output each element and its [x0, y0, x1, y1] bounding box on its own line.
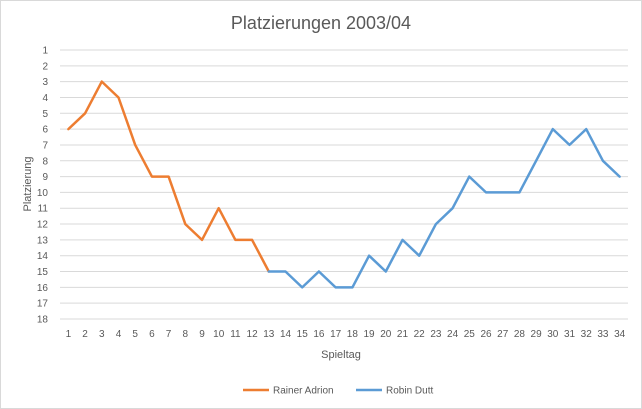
- x-tick-label: 7: [166, 329, 172, 340]
- chart-title: Platzierungen 2003/04: [231, 13, 411, 33]
- y-tick-label: 11: [38, 204, 49, 215]
- x-tick-label: 14: [280, 329, 292, 340]
- legend-label-rainer-adrion: Rainer Adrion: [273, 386, 334, 397]
- x-tick-label: 18: [347, 329, 359, 340]
- y-tick-label: 7: [42, 140, 48, 151]
- x-tick-label: 8: [183, 329, 189, 340]
- x-tick-label: 17: [330, 329, 342, 340]
- x-tick-label: 3: [99, 329, 105, 340]
- x-tick-label: 4: [116, 329, 122, 340]
- y-tick-label: 17: [37, 299, 49, 310]
- y-tick-label: 4: [42, 93, 48, 104]
- x-tick-label: 21: [397, 329, 409, 340]
- y-tick-label: 14: [37, 251, 49, 262]
- x-tick-label: 10: [213, 329, 225, 340]
- x-tick-label: 5: [132, 329, 138, 340]
- x-tick-label: 13: [263, 329, 275, 340]
- y-tick-label: 10: [37, 188, 49, 199]
- x-axis-label: Spieltag: [321, 349, 361, 361]
- y-tick-label: 9: [42, 172, 48, 183]
- x-tick-label: 31: [564, 329, 576, 340]
- series-line-robin-dutt: [267, 127, 621, 289]
- x-tick-label: 28: [514, 329, 526, 340]
- y-tick-label: 18: [37, 315, 49, 326]
- y-tick-label: 13: [37, 235, 49, 246]
- x-tick-label: 16: [313, 329, 325, 340]
- x-tick-label: 12: [247, 329, 259, 340]
- x-tick-label: 32: [581, 329, 593, 340]
- x-tick-label: 1: [66, 329, 72, 340]
- x-tick-label: 34: [614, 329, 626, 340]
- y-tick-label: 16: [37, 283, 49, 294]
- y-tick-label: 5: [42, 109, 48, 120]
- legend: Rainer Adrion Robin Dutt: [243, 386, 433, 397]
- x-tick-label: 24: [447, 329, 459, 340]
- x-tick-label: 6: [149, 329, 155, 340]
- series-line-rainer-adrion: [67, 80, 271, 273]
- x-tick-label: 33: [597, 329, 609, 340]
- x-tick-label: 19: [363, 329, 375, 340]
- x-tick-label: 25: [464, 329, 476, 340]
- y-tick-label: 15: [37, 267, 49, 278]
- x-tick-label: 27: [497, 329, 509, 340]
- legend-label-robin-dutt: Robin Dutt: [386, 386, 433, 397]
- x-axis-ticks: 1 2 3 4 5 6 7 8 9 10 11 12 13 14 15 16 17 18 19 20 21 22 23 24 2…: [66, 329, 626, 340]
- x-tick-label: 23: [430, 329, 442, 340]
- y-tick-label: 2: [42, 61, 48, 72]
- x-tick-label: 15: [297, 329, 309, 340]
- y-tick-label: 6: [42, 125, 48, 136]
- x-tick-label: 29: [531, 329, 543, 340]
- x-tick-label: 22: [414, 329, 426, 340]
- gridlines: [60, 49, 628, 320]
- y-tick-label: 3: [42, 77, 48, 88]
- y-axis-label: Platzierung: [22, 156, 34, 211]
- x-tick-label: 26: [480, 329, 492, 340]
- series-lines: [67, 80, 621, 289]
- y-tick-label: 8: [42, 156, 48, 167]
- x-tick-label: 9: [199, 329, 205, 340]
- x-tick-label: 30: [547, 329, 559, 340]
- x-tick-label: 20: [380, 329, 392, 340]
- x-tick-label: 2: [82, 329, 88, 340]
- x-tick-label: 11: [230, 329, 241, 340]
- y-tick-label: 12: [37, 220, 49, 231]
- y-tick-label: 1: [42, 46, 48, 57]
